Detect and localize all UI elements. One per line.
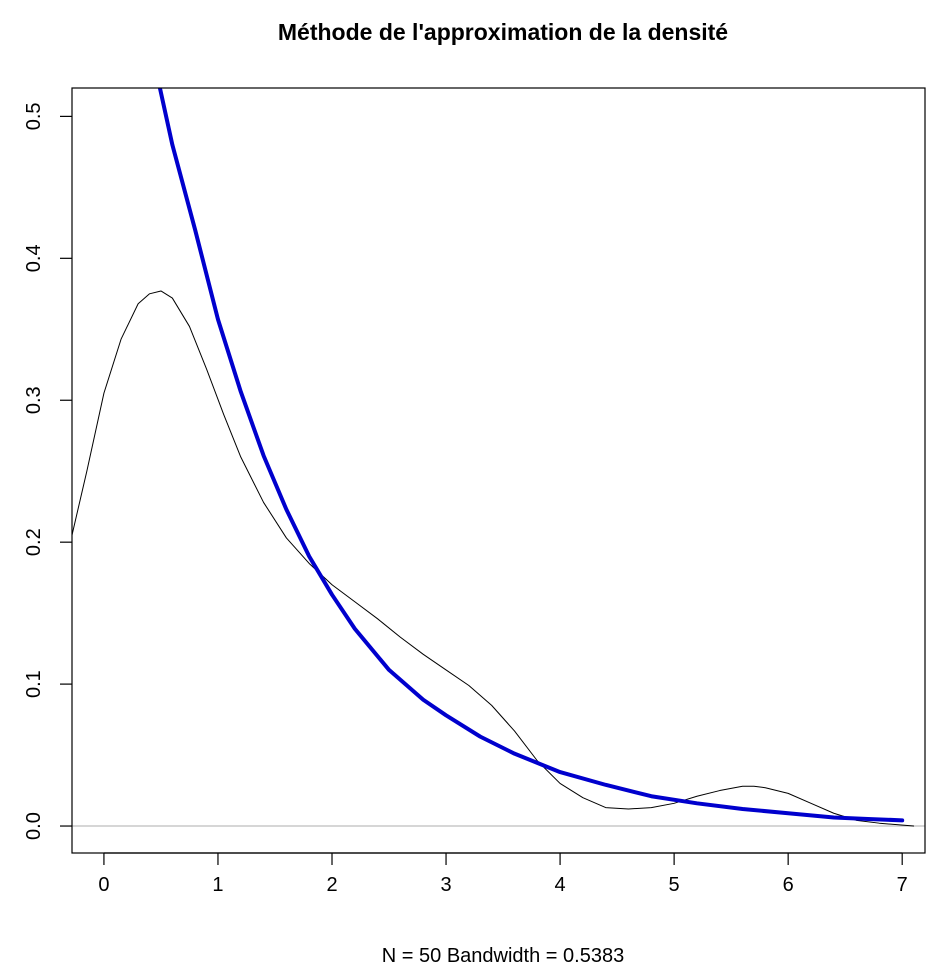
y-tick-label: 0.2 <box>23 528 45 556</box>
fitted-density-curve <box>157 88 905 823</box>
x-tick-label: 0 <box>98 874 109 896</box>
x-tick-label: 3 <box>440 874 451 896</box>
x-tick-label: 6 <box>783 874 794 896</box>
x-tick-label: 7 <box>897 874 908 896</box>
x-tick-label: 1 <box>212 874 223 896</box>
x-axis-label: N = 50 Bandwidth = 0.5383 <box>382 945 624 967</box>
y-tick-label: 0.4 <box>23 244 45 272</box>
plot-region: 0 1 2 3 4 5 6 7 0.0 0.1 0.2 0.3 0.4 0.5 <box>23 87 926 896</box>
kernel-density-curve <box>72 290 915 827</box>
y-tick-label: 0.0 <box>23 812 45 840</box>
x-tick-label: 2 <box>326 874 337 896</box>
y-tick-label: 0.5 <box>23 102 45 130</box>
x-tick-label: 4 <box>555 874 566 896</box>
y-tick-label: 0.1 <box>23 670 45 698</box>
y-tick-label: 0.3 <box>23 386 45 414</box>
chart-title: Méthode de l'approximation de la densité <box>278 19 728 45</box>
plot-frame <box>71 87 926 854</box>
x-tick-label: 5 <box>669 874 680 896</box>
